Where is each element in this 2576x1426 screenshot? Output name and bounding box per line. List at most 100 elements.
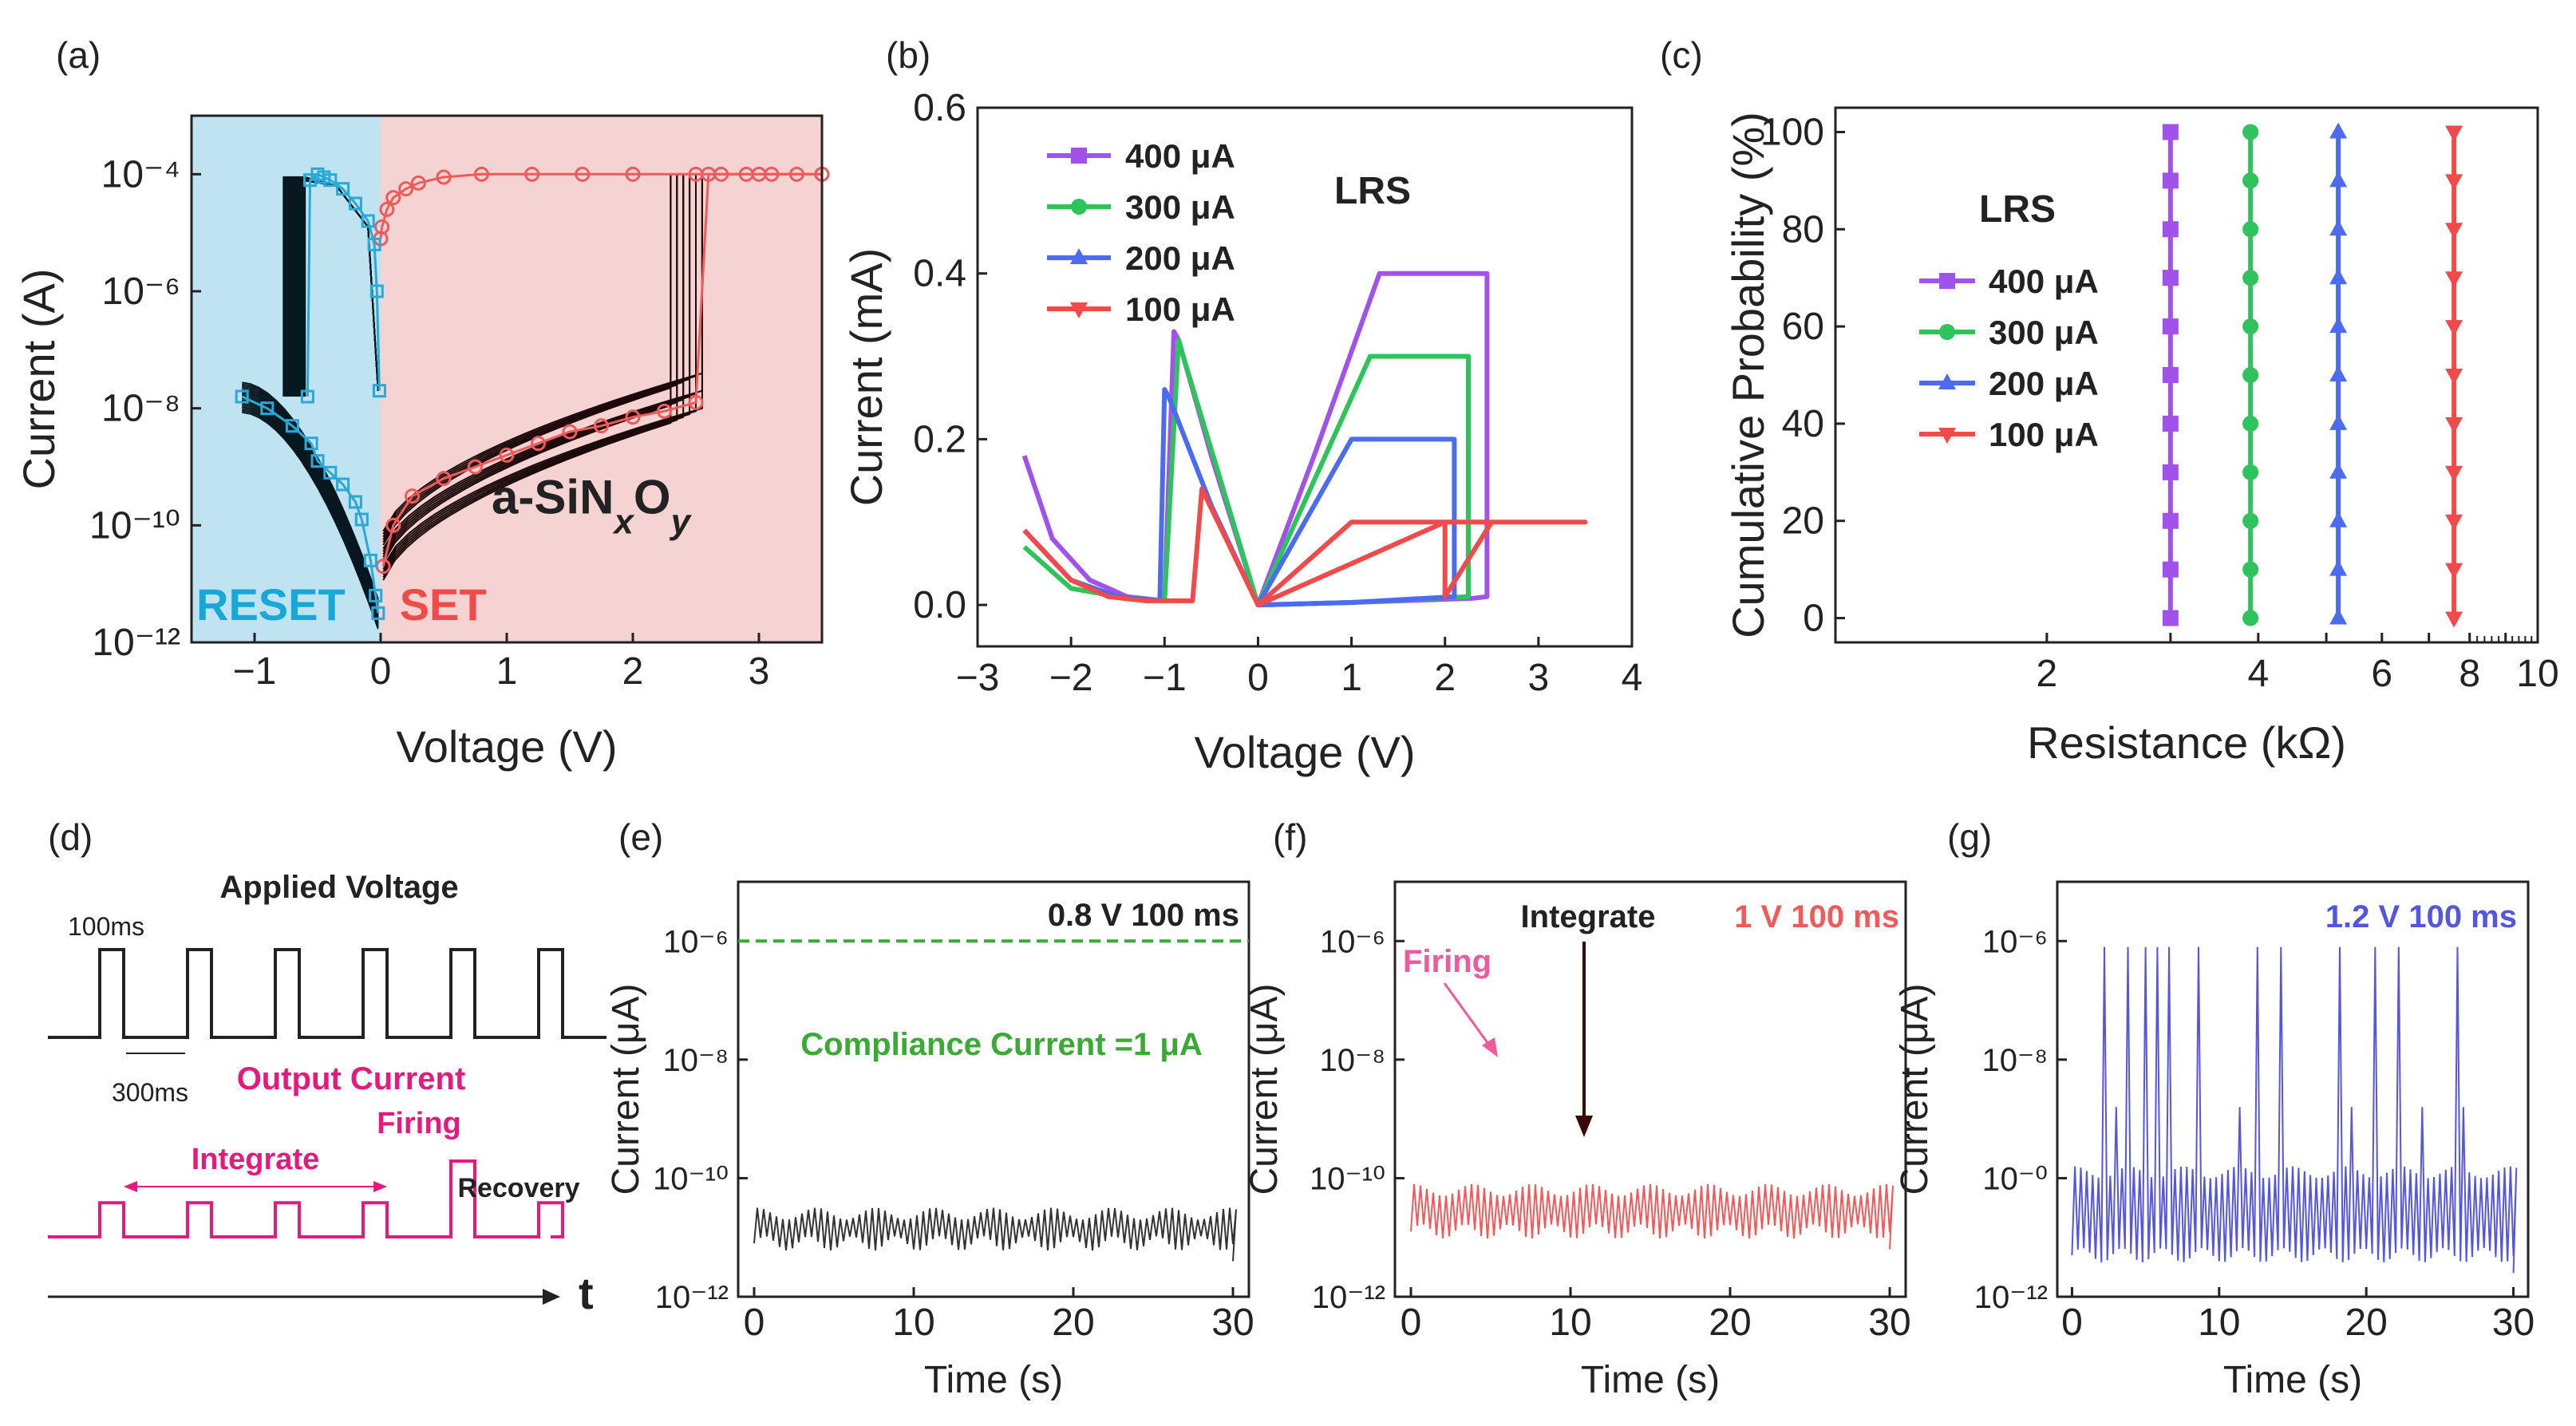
- x-tick-label: 6: [2371, 653, 2392, 695]
- set-cycle-trace: [382, 174, 678, 543]
- data-point: [2162, 610, 2179, 626]
- legend-marker: [1939, 324, 1955, 340]
- data-point: [2329, 122, 2348, 139]
- data-point: [367, 237, 381, 251]
- firing-arrow: [1443, 982, 1494, 1050]
- series-line: [1022, 387, 1457, 608]
- pulse-width-label: 100ms: [68, 912, 144, 941]
- y-tick-label: 10⁻⁸: [101, 388, 180, 430]
- data-point: [398, 181, 414, 197]
- data-point: [372, 384, 386, 398]
- data-point: [2162, 318, 2179, 335]
- data-point: [2329, 462, 2348, 479]
- data-point: [2162, 124, 2179, 140]
- set-cycle-trace: [382, 174, 685, 575]
- y-axis-label: Current (A): [14, 269, 64, 490]
- x-tick-label: 8: [2459, 653, 2480, 695]
- y-tick-label: 20: [1782, 500, 1824, 543]
- data-point: [300, 389, 314, 404]
- panel-label-a: (a): [56, 34, 101, 76]
- data-point: [348, 495, 362, 509]
- data-point: [2329, 317, 2348, 334]
- series-line: [379, 172, 822, 239]
- reset-label: RESET: [196, 579, 346, 630]
- plot-frame: [737, 880, 1250, 1298]
- data-point: [410, 175, 426, 191]
- data-point: [304, 436, 318, 451]
- y-tick-label: 10⁻¹⁰: [1310, 1161, 1385, 1196]
- set-cycle-trace: [382, 174, 672, 581]
- data-point: [363, 553, 377, 567]
- legend-label: 100 μA: [1989, 416, 2099, 453]
- material-label-part: y: [670, 502, 693, 541]
- y-tick-label: 0.2: [913, 418, 966, 460]
- x-axis-label: Voltage (V): [1194, 727, 1415, 777]
- data-point: [2162, 172, 2179, 189]
- x-tick-label: −2: [1049, 657, 1093, 699]
- y-tick-label: 10⁻⁶: [1320, 924, 1385, 959]
- integrate-arrow-head: [124, 1181, 137, 1192]
- x-tick-label: 10: [892, 1302, 934, 1344]
- data-point: [2445, 514, 2463, 531]
- data-point: [2445, 369, 2463, 385]
- data-point: [688, 166, 704, 182]
- data-point: [323, 173, 338, 188]
- data-point: [260, 401, 275, 416]
- data-point: [2329, 365, 2348, 381]
- data-point: [2329, 413, 2348, 430]
- y-tick-label: 0: [1803, 598, 1824, 640]
- x-axis-label: Time (s): [2223, 1359, 2362, 1401]
- data-point: [657, 403, 672, 419]
- y-tick-label: 10⁻¹²: [1312, 1280, 1385, 1315]
- legend-marker: [1939, 273, 1955, 289]
- legend-marker: [1070, 248, 1088, 264]
- data-point: [473, 166, 489, 182]
- x-tick-label: 2: [622, 650, 644, 693]
- x-tick-label: 30: [1211, 1302, 1254, 1344]
- y-tick-label: 10⁻⁴: [101, 153, 180, 196]
- x-tick-label: 3: [1528, 657, 1550, 699]
- data-point: [2162, 221, 2179, 238]
- legend-marker: [1938, 428, 1956, 444]
- x-tick-label: 20: [2345, 1302, 2387, 1344]
- data-point: [379, 201, 395, 217]
- data-point: [310, 454, 325, 468]
- time-axis-arrow: [543, 1289, 560, 1305]
- current-trace: [753, 1207, 1237, 1262]
- x-tick-label: −1: [233, 650, 277, 693]
- data-point: [2445, 125, 2463, 142]
- y-axis-label: Current (μA): [1243, 983, 1286, 1195]
- panel-label: (f): [1273, 816, 1307, 858]
- x-tick-label: 0: [744, 1302, 765, 1344]
- data-point: [2162, 270, 2179, 286]
- x-axis-label: Resistance (kΩ): [2027, 717, 2346, 768]
- panel-label-c: (c): [1660, 34, 1703, 76]
- x-tick-label: 0: [370, 650, 392, 693]
- data-point: [2162, 415, 2179, 432]
- data-point: [2329, 219, 2348, 236]
- x-axis-label: Time (s): [1581, 1359, 1720, 1401]
- lrs-label: LRS: [1334, 170, 1411, 212]
- legend-label: 200 μA: [1989, 365, 2099, 402]
- x-tick-label: 10: [1549, 1302, 1591, 1344]
- data-point: [2242, 610, 2259, 626]
- data-point: [2445, 271, 2463, 288]
- material-label-part: a-SiN: [492, 471, 614, 524]
- series-line: [1022, 486, 1588, 608]
- y-axis-label: Current (mA): [841, 248, 891, 507]
- data-point: [531, 436, 546, 452]
- data-point: [2329, 608, 2348, 625]
- data-point: [2445, 417, 2463, 433]
- legend-marker: [1071, 199, 1087, 215]
- data-point: [371, 606, 385, 620]
- data-point: [2242, 415, 2259, 432]
- x-tick-label: 10: [2198, 1302, 2240, 1344]
- x-tick-label: 0: [2061, 1302, 2083, 1344]
- x-tick-label: 1: [1341, 657, 1362, 699]
- current-trace: [1410, 1183, 1894, 1250]
- panel-label-b: (b): [886, 34, 930, 76]
- x-tick-label: 4: [1622, 657, 1643, 699]
- firing-arrow-head: [1482, 1037, 1498, 1057]
- y-tick-label: 10⁻¹⁰: [89, 504, 180, 547]
- condition-label: 1 V 100 ms: [1734, 899, 1899, 934]
